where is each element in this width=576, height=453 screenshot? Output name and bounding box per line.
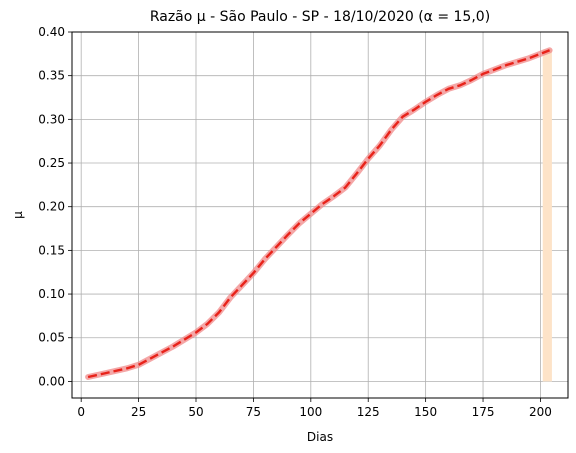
y-tick-label: 0.25 xyxy=(38,156,65,170)
highlight-band xyxy=(542,49,552,382)
x-tick-label: 150 xyxy=(414,405,437,419)
y-tick-label: 0.35 xyxy=(38,69,65,83)
x-axis-ticks: 0 25 50 75 100 125 150 175 200 xyxy=(77,398,552,419)
x-tick-label: 100 xyxy=(299,405,322,419)
y-tick-label: 0.30 xyxy=(38,112,65,126)
series-line xyxy=(87,49,551,379)
x-tick-label: 75 xyxy=(246,405,261,419)
chart-title: Razão μ - São Paulo - SP - 18/10/2020 (α… xyxy=(150,9,490,25)
x-tick-label: 175 xyxy=(472,405,495,419)
x-tick-label: 0 xyxy=(77,405,85,419)
x-axis-label: Dias xyxy=(307,430,333,444)
y-tick-label: 0.10 xyxy=(38,287,65,301)
plot-frame xyxy=(71,31,569,399)
y-tick-label: 0.05 xyxy=(38,331,65,345)
y-axis-ticks: 0.00 0.05 0.10 0.15 0.20 0.25 0.30 0.35 0.40 xyxy=(38,25,72,388)
y-tick-label: 0.40 xyxy=(38,25,65,39)
series-group xyxy=(85,47,553,380)
y-tick-label: 0.00 xyxy=(38,374,65,388)
x-tick-label: 25 xyxy=(131,405,146,419)
y-axis-label: μ xyxy=(11,211,25,219)
y-tick-label: 0.15 xyxy=(38,243,65,257)
y-tick-label: 0.20 xyxy=(38,200,65,214)
x-tick-label: 125 xyxy=(357,405,380,419)
highlight-band-group xyxy=(542,49,552,382)
x-tick-label: 200 xyxy=(529,405,552,419)
x-tick-label: 50 xyxy=(188,405,203,419)
